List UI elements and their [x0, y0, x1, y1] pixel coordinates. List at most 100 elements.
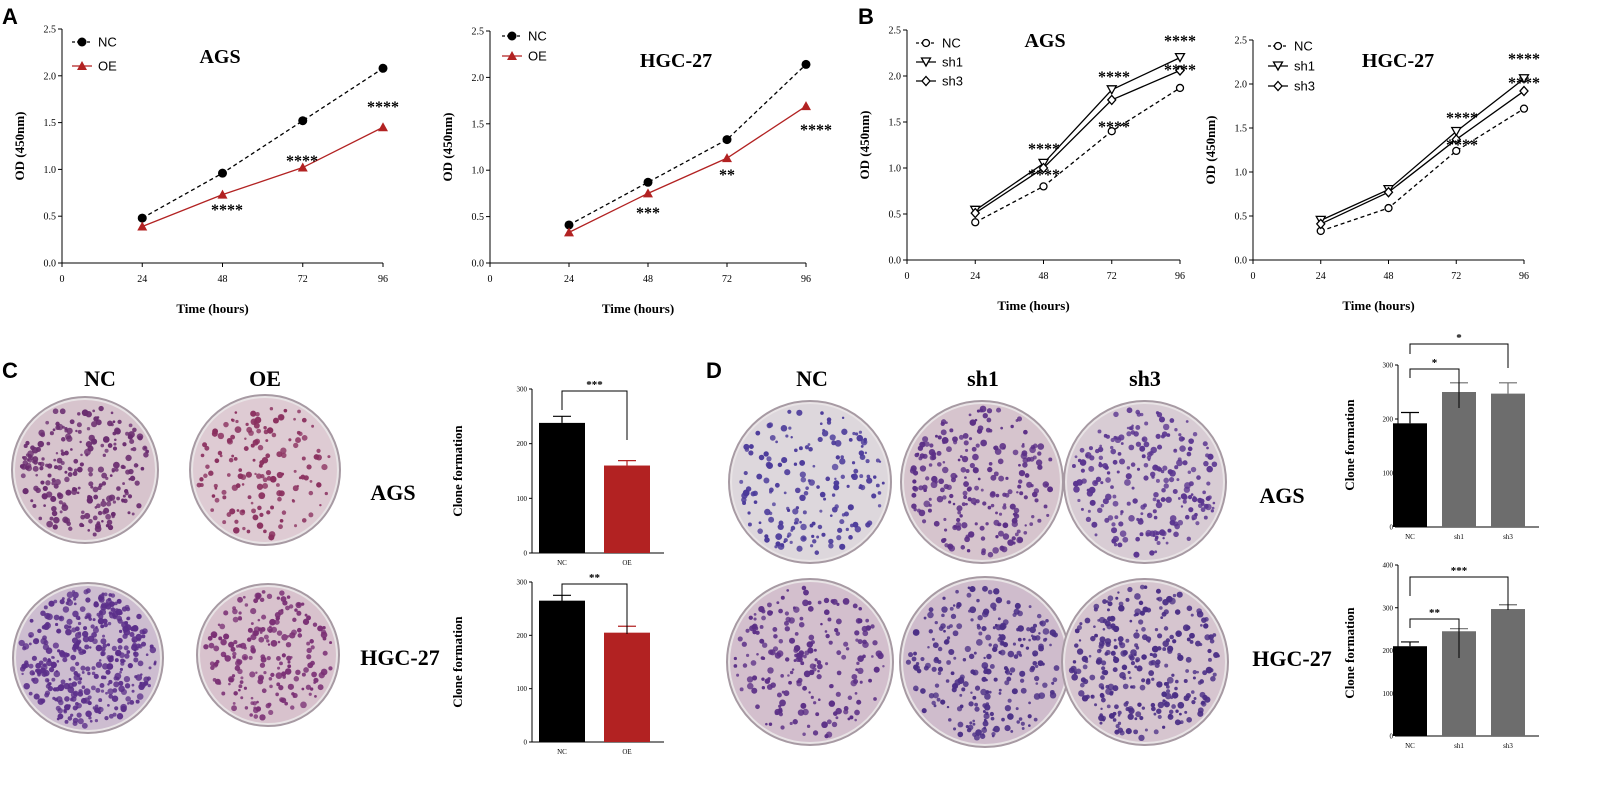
colony: [92, 532, 97, 537]
colony: [269, 684, 273, 689]
colony: [977, 615, 983, 621]
colony: [997, 458, 1004, 465]
colony: [220, 638, 227, 646]
significance-label: ****: [286, 153, 318, 170]
data-point-oe: [137, 221, 148, 231]
colony: [796, 680, 802, 687]
colony: [1165, 692, 1172, 700]
colony: [768, 722, 773, 727]
colony: [129, 438, 135, 445]
colony: [816, 674, 822, 680]
colony: [859, 474, 864, 479]
colony: [1126, 426, 1130, 430]
colony: [982, 585, 988, 592]
colony: [820, 622, 823, 626]
colony: [962, 490, 968, 496]
colony: [1211, 461, 1218, 468]
colony: [788, 680, 792, 685]
colony: [810, 695, 814, 699]
colony: [1149, 652, 1153, 657]
colony: [823, 597, 830, 604]
colony: [257, 678, 264, 685]
colony: [97, 466, 105, 473]
data-point-sh3: [1451, 133, 1462, 145]
colony: [1186, 536, 1191, 541]
colony: [54, 479, 61, 486]
colony: [943, 517, 947, 521]
colony: [816, 663, 823, 670]
y-tick-label: 2.5: [889, 26, 902, 37]
colony: [122, 465, 126, 470]
colony: [854, 691, 858, 695]
colony: [834, 477, 837, 481]
colony: [999, 545, 1005, 551]
colony: [1138, 734, 1145, 742]
colony: [857, 639, 863, 645]
colony: [1112, 711, 1117, 716]
colony: [142, 445, 148, 451]
colony: [1018, 463, 1021, 467]
colony: [97, 510, 103, 516]
colony: [276, 682, 281, 687]
colony: [123, 645, 129, 651]
colony: [873, 475, 877, 479]
colony: [1076, 625, 1082, 631]
colony: [976, 409, 981, 413]
colony: [311, 424, 315, 428]
colony: [974, 702, 979, 707]
colony: [1128, 444, 1135, 451]
colony: [1162, 647, 1167, 652]
colony: [1033, 653, 1037, 657]
colony: [1142, 438, 1145, 441]
colony: [1154, 627, 1159, 632]
legend-entry-nc: NC: [98, 35, 117, 50]
colony: [852, 521, 859, 528]
colony: [1176, 478, 1180, 482]
legend-marker: [507, 31, 517, 41]
y-tick-label: 300: [517, 386, 528, 394]
colony: [1143, 585, 1148, 589]
data-point-nc: [218, 168, 227, 178]
colony: [1186, 637, 1191, 642]
colony: [1148, 670, 1155, 676]
colony: [1191, 514, 1198, 520]
colony: [855, 668, 859, 672]
colony: [789, 540, 793, 544]
colony: [210, 508, 215, 512]
colony: [808, 446, 813, 452]
colony: [1088, 465, 1095, 472]
colony: [1200, 507, 1206, 513]
colony: [979, 408, 984, 413]
colony: [104, 715, 109, 721]
colony: [66, 591, 74, 599]
colony: [776, 601, 780, 605]
colony: [1009, 503, 1016, 510]
colony: [68, 625, 72, 629]
colony: [1138, 600, 1144, 606]
colony: [87, 445, 94, 452]
colony: [983, 712, 990, 720]
colony: [68, 526, 73, 531]
colony: [865, 618, 870, 623]
colony: [1112, 535, 1119, 543]
colony: [858, 430, 863, 434]
colony: [809, 641, 812, 645]
colony: [50, 661, 57, 669]
colony: [1020, 643, 1024, 648]
colony: [1206, 465, 1213, 473]
colony: [831, 440, 837, 446]
colony: [786, 535, 790, 538]
colony: [145, 653, 149, 657]
colony: [71, 681, 78, 687]
colony: [97, 485, 102, 491]
colony: [259, 662, 266, 668]
data-point-nc: [137, 213, 147, 223]
colony: [821, 532, 826, 537]
x-tick-label: 48: [643, 274, 653, 285]
colony: [288, 438, 292, 442]
colony: [1212, 672, 1217, 677]
colony: [287, 683, 295, 690]
significance-label: ****: [1098, 69, 1130, 86]
colony: [1017, 537, 1024, 543]
colony: [812, 730, 819, 736]
